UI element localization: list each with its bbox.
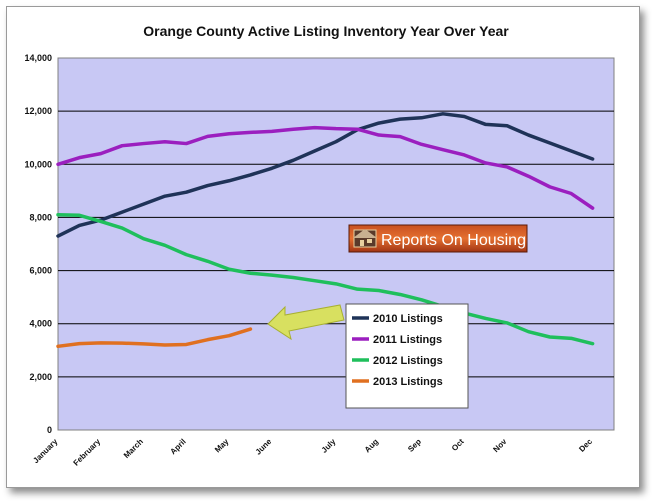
- x-tick-label: Dec: [577, 437, 594, 454]
- x-tick-label: June: [254, 437, 274, 457]
- x-tick-label: May: [213, 437, 231, 455]
- series-line: [56, 327, 253, 349]
- series-line: [56, 213, 595, 346]
- arrow-annotation: [267, 304, 345, 341]
- x-tick-label: February: [72, 437, 103, 468]
- series-line: [56, 112, 595, 238]
- y-tick-label: 4,000: [29, 319, 52, 329]
- x-tick-label: Sep: [406, 437, 423, 454]
- y-tick-label: 0: [47, 425, 52, 435]
- plot-area: [57, 57, 615, 431]
- house-icon: [353, 229, 377, 248]
- reports-on-housing-logo: Reports On Housing: [348, 224, 528, 253]
- logo-text: Reports On Housing: [381, 232, 526, 249]
- x-tick-label: March: [122, 437, 145, 460]
- x-axis: January February March April May June July Aug S…: [31, 437, 594, 468]
- y-tick-label: 12,000: [24, 106, 52, 116]
- legend-label: 2013 Listings: [373, 376, 443, 388]
- legend-label: 2012 Listings: [373, 355, 443, 367]
- legend: 2010 Listings 2011 Listings 2012 Listings 2…: [345, 303, 469, 409]
- y-axis: 0 2,000 4,000 6,000 8,000 10,000 12,000 14,000: [24, 53, 52, 435]
- x-tick-label: January: [31, 437, 59, 465]
- series-lines: [56, 112, 595, 349]
- x-tick-label: April: [168, 437, 187, 456]
- series-line: [56, 125, 595, 210]
- legend-label: 2011 Listings: [373, 334, 442, 346]
- legend-label: 2010 Listings: [373, 313, 443, 325]
- x-tick-label: Oct: [450, 437, 466, 453]
- gridlines: [58, 110, 614, 378]
- y-tick-label: 2,000: [29, 372, 52, 382]
- y-tick-label: 10,000: [24, 159, 52, 169]
- x-tick-label: Nov: [491, 437, 508, 454]
- y-tick-label: 6,000: [29, 266, 52, 276]
- x-tick-label: Aug: [363, 437, 380, 454]
- x-tick-label: July: [320, 437, 338, 455]
- y-tick-label: 8,000: [29, 212, 52, 222]
- y-tick-label: 14,000: [24, 53, 52, 63]
- chart-title: Orange County Active Listing Inventory Y…: [143, 23, 509, 39]
